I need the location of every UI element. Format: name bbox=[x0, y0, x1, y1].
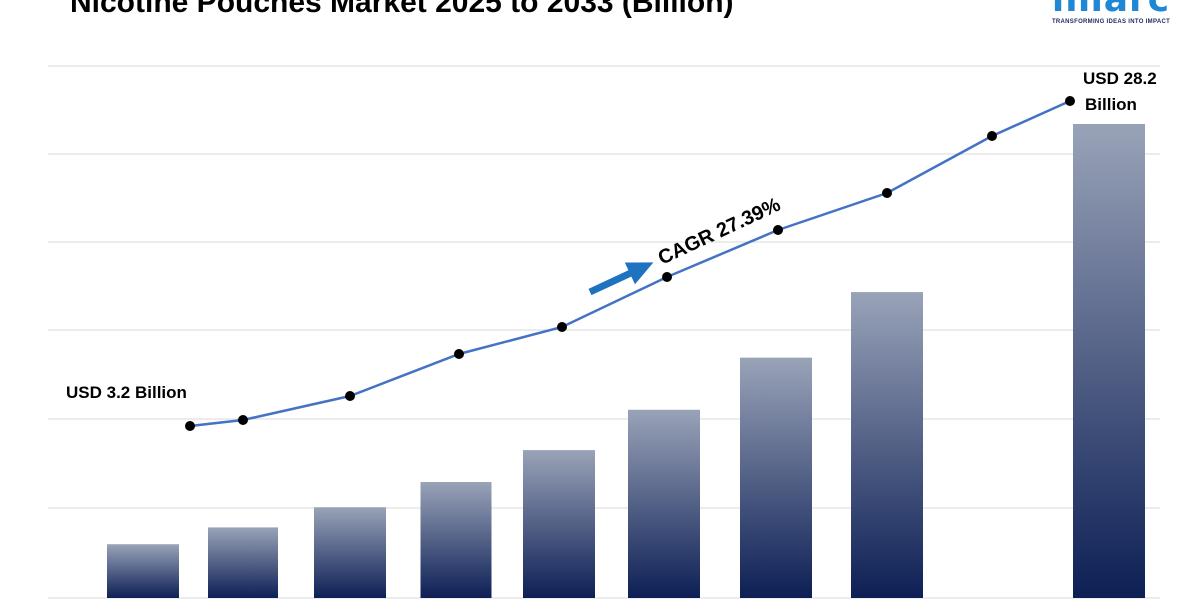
trend-polyline bbox=[189, 99, 1071, 428]
cagr-arrow bbox=[588, 262, 654, 296]
trend-line bbox=[189, 99, 1071, 428]
bar-2029 bbox=[523, 450, 595, 598]
bars bbox=[107, 124, 1145, 598]
start-value-label: USD 3.2 Billion bbox=[66, 383, 187, 402]
trend-point-9 bbox=[1065, 96, 1075, 106]
bar-2031 bbox=[740, 357, 812, 598]
trend-point-4 bbox=[557, 322, 567, 332]
bar-2027 bbox=[314, 507, 386, 598]
trend-point-5 bbox=[662, 272, 672, 282]
trend-point-2 bbox=[345, 391, 355, 401]
trend-point-1 bbox=[238, 415, 248, 425]
trend-point-3 bbox=[454, 349, 464, 359]
end-value-label-line2: Billion bbox=[1085, 95, 1137, 114]
bar-2033 bbox=[1073, 124, 1145, 598]
bar-2026 bbox=[208, 527, 278, 598]
logo-tagline: TRANSFORMING IDEAS INTO IMPACT bbox=[1051, 19, 1171, 25]
trend-point-6 bbox=[773, 225, 783, 235]
bar-2030 bbox=[628, 409, 700, 598]
bar-2032 bbox=[851, 292, 923, 598]
chart-title: Nicotine Pouches Market 2025 to 2033 (Bi… bbox=[70, 0, 734, 19]
end-value-label-line1: USD 28.2 bbox=[1083, 69, 1157, 88]
bar-2025 bbox=[107, 544, 179, 598]
imarc-logo: imarc TRANSFORMING IDEAS INTO IMPACT bbox=[1036, 0, 1186, 25]
trend-points bbox=[185, 96, 1075, 431]
trend-point-0 bbox=[185, 421, 195, 431]
cagr-label: CAGR 27.39% bbox=[655, 194, 784, 270]
trend-point-8 bbox=[987, 131, 997, 141]
logo-wordmark: imarc bbox=[1036, 0, 1186, 18]
trend-point-7 bbox=[882, 188, 892, 198]
bar-2028 bbox=[420, 482, 492, 598]
gridlines bbox=[48, 65, 1160, 599]
